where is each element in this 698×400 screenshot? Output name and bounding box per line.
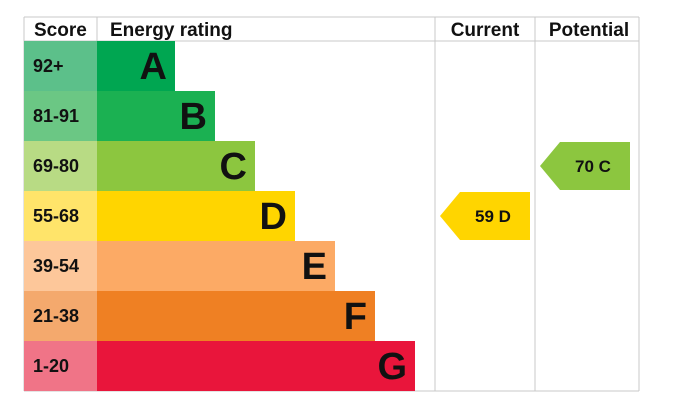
band-c: 69-80 C [24,141,255,191]
bar-letter-c: C [220,146,247,188]
score-range-a: 92+ [33,56,64,76]
score-cell-f [24,291,97,341]
score-range-e: 39-54 [33,256,79,276]
bar-f [97,291,375,341]
band-d: 55-68 D [24,191,295,241]
score-cell-e [24,241,97,291]
score-cell-a [24,41,97,91]
band-g: 1-20 G [24,341,415,391]
score-cell-g [24,341,97,391]
score-range-d: 55-68 [33,206,79,226]
bar-g [97,341,415,391]
bar-d [97,191,295,241]
score-range-g: 1-20 [33,356,69,376]
score-cell-b [24,91,97,141]
rating-bands: 92+ A 81-91 B 69-80 C 55-68 D 39-54 E 21-38 F 1-20 G [24,41,415,391]
header-energy-rating: Energy rating [110,20,232,41]
score-range-f: 21-38 [33,306,79,326]
bar-e [97,241,335,291]
bar-b [97,91,215,141]
current-rating-arrow-label: 59 D [475,207,511,226]
potential-rating-arrow-shape [540,142,630,190]
band-e: 39-54 E [24,241,335,291]
bar-a [97,41,175,91]
bar-letter-f: F [344,296,367,338]
score-range-b: 81-91 [33,106,79,126]
band-b: 81-91 B [24,91,215,141]
bar-c [97,141,255,191]
current-rating-arrow-shape [440,192,530,240]
potential-rating-arrow-label: 70 C [575,157,611,176]
potential-rating-arrow: 70 C [540,142,630,190]
band-f: 21-38 F [24,291,375,341]
band-a: 92+ A [24,41,175,91]
bar-letter-a: A [140,46,167,88]
score-cell-c [24,141,97,191]
header-current: Current [451,20,520,41]
rating-indicators: 59 D 70 C [440,142,630,240]
bar-letter-b: B [180,96,207,138]
bar-letter-g: G [377,346,407,388]
score-cell-d [24,191,97,241]
bar-letter-d: D [260,196,287,238]
header-score: Score [34,20,87,41]
score-range-c: 69-80 [33,156,79,176]
header-potential: Potential [549,20,629,41]
current-rating-arrow: 59 D [440,192,530,240]
bar-letter-e: E [302,246,327,288]
